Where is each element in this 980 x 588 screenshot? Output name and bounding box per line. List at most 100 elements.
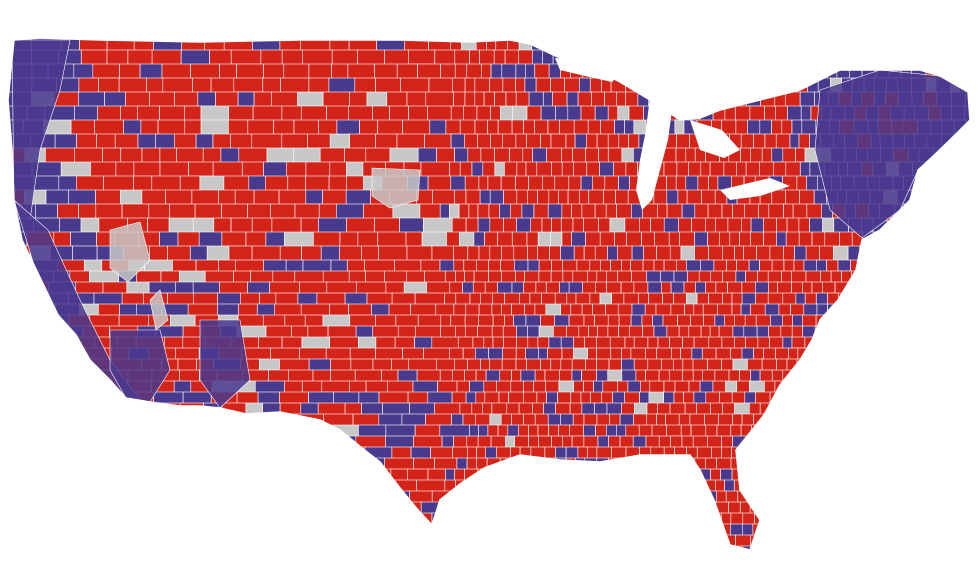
county [716,424,731,437]
county [459,119,476,136]
county [704,413,719,427]
county [465,189,481,206]
county [512,105,528,122]
county [798,133,810,150]
county [279,245,302,261]
county [589,292,601,305]
county [610,347,622,361]
county [391,446,412,460]
county [494,161,505,179]
county [53,231,71,248]
county [524,270,540,283]
county [179,270,206,284]
county [532,147,547,165]
county [753,133,766,150]
county [809,217,823,234]
county [585,147,599,163]
county [663,217,679,235]
county [653,189,668,205]
county [772,161,787,178]
county [743,245,757,262]
county [684,303,695,316]
county [684,402,697,415]
county [771,119,783,136]
county [504,292,520,305]
county [607,105,619,122]
county [621,369,637,382]
county [70,231,97,247]
county [781,119,793,137]
county [566,325,580,339]
county [679,231,695,248]
county [187,303,218,316]
county [297,91,324,108]
county [495,446,511,459]
county [489,245,502,261]
county [299,347,327,360]
county [612,391,626,405]
county [467,358,481,372]
county [666,203,683,219]
county [795,292,806,305]
county [700,161,711,177]
county [265,325,293,339]
county [483,380,497,394]
county [318,119,338,136]
county [544,369,560,383]
county [597,435,609,449]
county [541,292,556,306]
county [375,77,401,94]
county [406,91,427,108]
county [263,63,285,79]
county [491,292,505,306]
county [529,292,542,305]
county [789,133,800,149]
county [742,512,755,525]
county [806,203,823,221]
county [690,424,707,438]
county [750,303,766,317]
county [740,303,751,316]
county [200,105,229,123]
county [102,281,128,295]
county [198,231,223,249]
county [456,380,470,393]
county [718,413,733,427]
county [744,391,756,404]
county [450,133,465,149]
county [633,336,649,349]
county [767,270,782,283]
county [826,259,839,272]
county [735,161,747,178]
county [159,161,189,177]
county [589,77,602,94]
county [669,336,683,350]
county [197,91,216,107]
county [321,380,350,393]
county [73,63,94,81]
county [572,413,585,426]
county [547,119,560,135]
county [727,281,743,294]
county [591,175,606,191]
county [494,147,510,164]
county [803,303,818,317]
county [781,270,792,283]
lake-superior [555,58,620,82]
county [700,325,711,339]
county [167,245,191,261]
county [782,336,793,349]
county [732,325,745,338]
county [705,217,716,235]
county [451,77,466,95]
county [523,281,537,295]
county [281,336,303,350]
county [583,245,596,261]
county [638,217,651,234]
county [747,119,761,135]
county [72,245,98,261]
county [558,424,570,437]
county [33,175,60,192]
county [179,175,201,192]
